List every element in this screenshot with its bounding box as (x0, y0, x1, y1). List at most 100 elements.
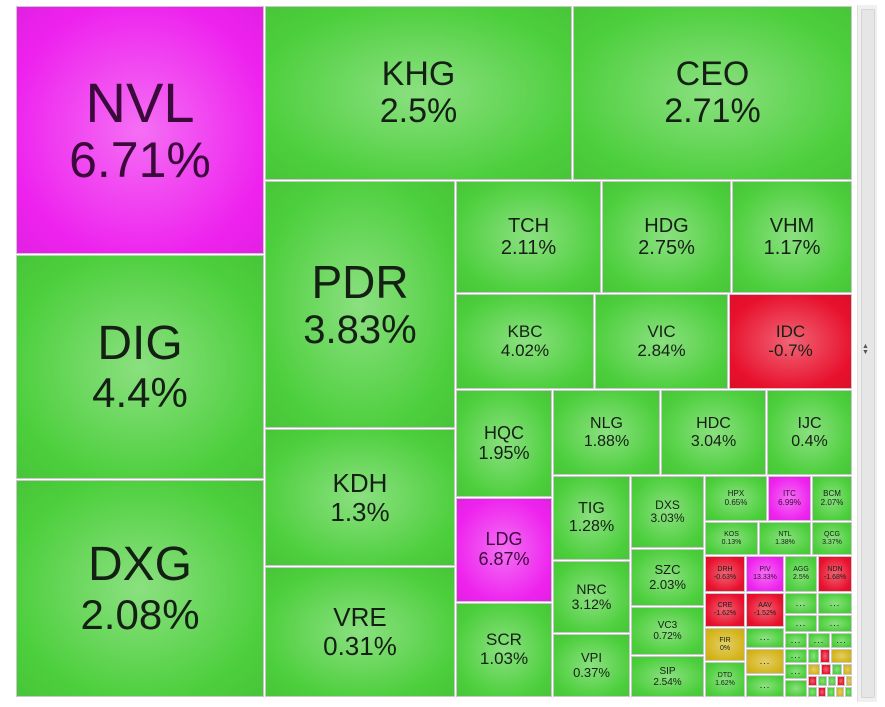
tile-change: 3.04% (690, 432, 737, 450)
tile-symbol: NDN (827, 566, 843, 574)
tile-unlabeled[interactable] (808, 649, 819, 663)
tile-change: 0% (719, 644, 731, 652)
tile-unlabeled[interactable] (837, 676, 845, 686)
tile-dtd[interactable]: DTD 1.62% (705, 662, 745, 697)
tile-unlabeled[interactable]: ... (818, 615, 852, 632)
tile-szc[interactable]: SZC 2.03% (631, 549, 704, 606)
vertical-scrollbar[interactable] (857, 5, 877, 702)
tile-itc[interactable]: ITC 6.99% (768, 476, 811, 521)
tile-unlabeled[interactable]: ... (818, 593, 852, 614)
tile-hdg[interactable]: HDG 2.75% (602, 181, 731, 293)
tile-ellipsis: ... (790, 650, 802, 661)
tile-scr[interactable]: SCR 1.03% (456, 603, 552, 697)
tile-sip[interactable]: SIP 2.54% (631, 656, 704, 697)
tile-unlabeled[interactable]: ... (746, 628, 784, 648)
tile-change: 4.02% (500, 340, 550, 360)
tile-unlabeled[interactable]: ... (785, 615, 817, 632)
tile-hqc[interactable]: HQC 1.95% (456, 390, 552, 497)
tile-kdh[interactable]: KDH 1.3% (265, 429, 455, 566)
tile-change: -1.52% (753, 610, 777, 617)
tile-ndn[interactable]: NDN -1.68% (818, 556, 852, 592)
tile-unlabeled[interactable] (820, 649, 830, 663)
tile-symbol: KOS (724, 530, 739, 538)
tile-ellipsis: ... (795, 597, 807, 608)
tile-hpx[interactable]: HPX 0.65% (705, 476, 767, 521)
tile-pdr[interactable]: PDR 3.83% (265, 181, 455, 428)
tile-unlabeled[interactable] (827, 687, 835, 697)
tile-agg[interactable]: AGG 2.5% (785, 556, 817, 592)
tile-unlabeled[interactable] (818, 687, 826, 697)
tile-change: 0.65% (724, 497, 748, 507)
scrollbar-thumb[interactable] (861, 9, 875, 698)
tile-unlabeled[interactable] (808, 664, 820, 675)
tile-symbol: AAV (758, 602, 772, 610)
tile-fir[interactable]: FIR 0% (705, 628, 745, 661)
tile-ijc[interactable]: IJC 0.4% (767, 390, 852, 475)
tile-unlabeled[interactable] (836, 687, 844, 697)
tile-symbol: NRC (576, 580, 607, 597)
tile-ceo[interactable]: CEO 2.71% (573, 6, 852, 180)
tile-vc3[interactable]: VC3 0.72% (631, 607, 704, 655)
tile-unlabeled[interactable] (808, 676, 817, 686)
tile-unlabeled[interactable]: ... (831, 633, 852, 648)
tile-symbol: PIV (759, 566, 771, 574)
tile-symbol: ITC (783, 488, 796, 498)
tile-unlabeled[interactable] (832, 664, 842, 675)
tile-piv[interactable]: PIV 13.33% (746, 556, 784, 592)
scroll-arrows-icon[interactable]: ▲ ▼ (862, 343, 869, 356)
tile-unlabeled[interactable] (785, 680, 807, 697)
tile-unlabeled[interactable] (843, 664, 852, 675)
tile-vpi[interactable]: VPI 0.37% (553, 634, 630, 697)
tile-vic[interactable]: VIC 2.84% (595, 294, 728, 389)
tile-drh[interactable]: DRH -0.63% (705, 556, 745, 592)
tile-unlabeled[interactable]: ... (785, 633, 807, 648)
tile-symbol: SCR (486, 630, 522, 650)
tile-unlabeled[interactable]: ... (785, 664, 807, 679)
tile-bcm[interactable]: BCM 2.07% (812, 476, 852, 521)
tile-unlabeled[interactable]: ... (746, 649, 784, 674)
tile-unlabeled[interactable] (846, 676, 852, 686)
tile-ntl[interactable]: NTL 1.38% (759, 522, 811, 555)
tile-symbol: VC3 (657, 620, 678, 631)
tile-ldg[interactable]: LDG 6.87% (456, 498, 552, 602)
tile-aav[interactable]: AAV -1.52% (746, 593, 784, 627)
tile-tch[interactable]: TCH 2.11% (456, 181, 601, 293)
tile-unlabeled[interactable]: ... (808, 633, 830, 648)
tile-dxs[interactable]: DXS 3.03% (631, 476, 704, 548)
tile-symbol: AGG (793, 566, 809, 574)
tile-qcg[interactable]: QCG 3.37% (812, 522, 852, 555)
tile-vhm[interactable]: VHM 1.17% (732, 181, 852, 293)
tile-unlabeled[interactable]: ... (785, 593, 817, 614)
tile-change: 1.95% (478, 442, 530, 463)
tile-change: 3.03% (650, 511, 685, 525)
tile-kos[interactable]: KOS 0.13% (705, 522, 758, 555)
tile-tig[interactable]: TIG 1.28% (553, 476, 630, 560)
tile-kbc[interactable]: KBC 4.02% (456, 294, 594, 389)
tile-change: -1.62% (713, 610, 737, 617)
tile-idc[interactable]: IDC -0.7% (729, 294, 852, 389)
tile-symbol: DTD (717, 671, 733, 679)
tile-nlg[interactable]: NLG 1.88% (553, 390, 660, 475)
tile-nrc[interactable]: NRC 3.12% (553, 561, 630, 633)
tile-change: 13.33% (753, 574, 777, 581)
tile-change: 2.84% (637, 340, 686, 360)
tile-unlabeled[interactable] (818, 676, 827, 686)
tile-dig[interactable]: DIG 4.4% (16, 255, 264, 479)
tile-unlabeled[interactable] (821, 664, 831, 675)
tile-unlabeled[interactable]: ... (785, 649, 807, 663)
tile-unlabeled[interactable] (828, 676, 836, 686)
tile-vre[interactable]: VRE 0.31% (265, 567, 455, 697)
tile-hdc[interactable]: HDC 3.04% (661, 390, 766, 475)
tile-nvl[interactable]: NVL 6.71% (16, 6, 264, 254)
tile-unlabeled[interactable] (808, 687, 817, 697)
tile-unlabeled[interactable] (845, 687, 852, 697)
tile-dxg[interactable]: DXG 2.08% (16, 480, 264, 697)
tile-symbol: SIP (659, 665, 676, 677)
tile-unlabeled[interactable] (831, 649, 852, 663)
tile-change: 1.03% (479, 649, 529, 668)
tile-symbol: CEO (675, 54, 750, 93)
tile-ellipsis: ... (759, 655, 771, 666)
tile-unlabeled[interactable]: ... (746, 675, 784, 697)
tile-khg[interactable]: KHG 2.5% (265, 6, 572, 180)
tile-cre[interactable]: CRE -1.62% (705, 593, 745, 627)
